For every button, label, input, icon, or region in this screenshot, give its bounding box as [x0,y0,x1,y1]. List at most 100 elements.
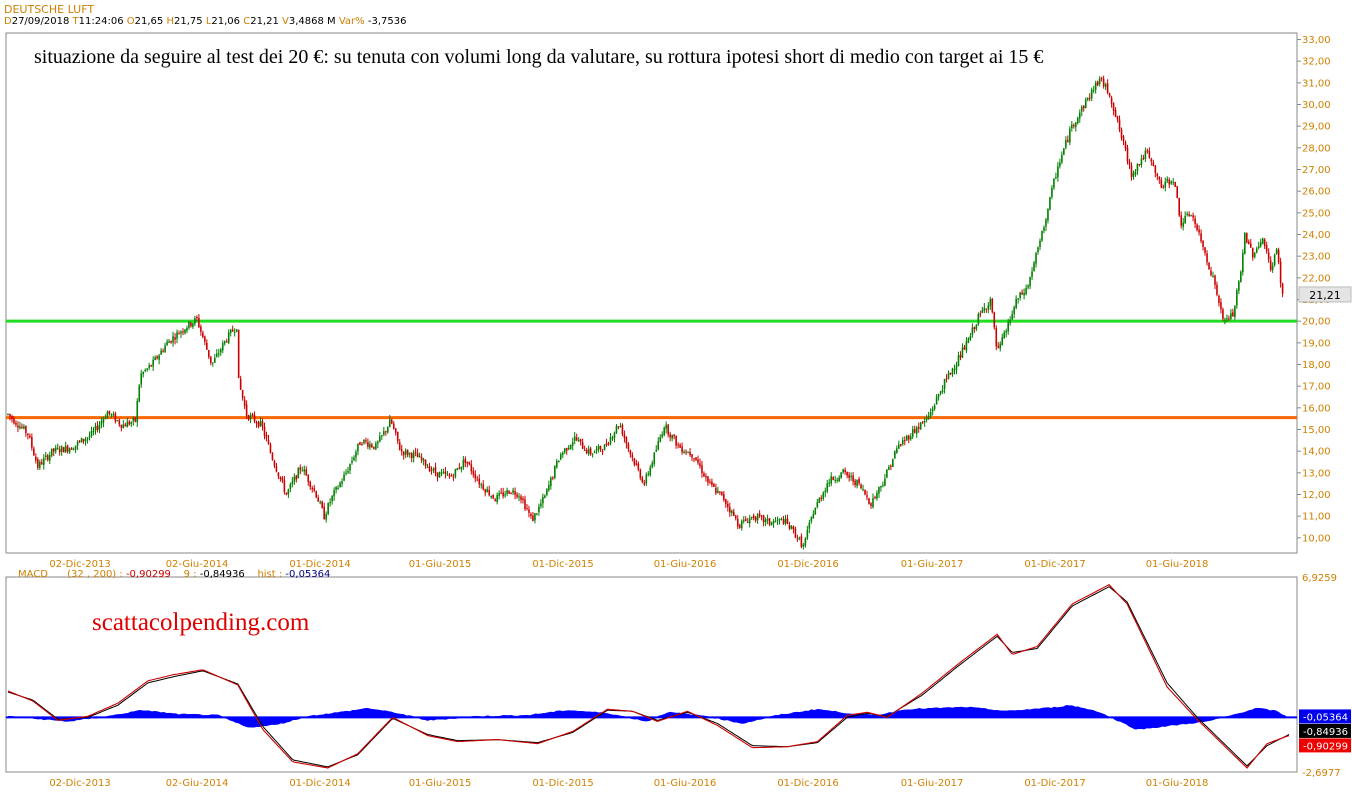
candle-up [1184,215,1186,223]
candle-down [315,491,318,498]
candle-down [31,437,33,448]
candle-up [655,449,658,452]
candle-up [235,329,238,332]
candle-up [798,537,801,539]
volume-value: 3,4868 M [288,16,336,27]
candle-up [116,420,119,422]
candle-down [868,498,870,504]
price-y-tick-label: 20,00 [1302,317,1331,328]
price-y-tick-label: 26,00 [1302,187,1331,198]
price-y-tick-label: 11,00 [1302,512,1331,523]
macd-x-tick-label: 02-Dic-2013 [49,778,110,789]
candle-down [1206,253,1208,263]
candle-down [705,476,707,478]
price-y-tick-label: 10,00 [1302,533,1331,544]
candle-up [597,445,600,450]
candle-down [13,418,15,424]
candle-up [223,340,226,344]
candle-up [518,496,520,498]
candle-down [1216,284,1218,295]
price-x-tick-label: 01-Dic-2014 [289,559,350,570]
price-x-tick-label: 02-Dic-2013 [49,559,110,570]
candle-down [677,444,679,446]
candle-up [1063,148,1065,155]
candle-down [995,327,998,347]
candle-down [641,477,644,483]
candle-down [792,526,795,530]
candle-up [363,439,365,444]
candle-up [1092,90,1095,92]
candle-up [850,476,852,478]
candle-up [756,514,759,521]
close-key: C [243,16,251,27]
candle-up [297,468,300,479]
candle-up [136,400,139,423]
candle-down [1130,165,1133,178]
candle-up [1059,162,1061,167]
candle-up [44,455,47,458]
macd-x-tick-label: 01-Giu-2015 [409,778,472,789]
price-y-tick-label: 29,00 [1302,122,1331,133]
macd-histogram [7,705,1290,730]
candle-up [818,498,821,503]
candle-down [848,474,850,478]
candle-down [37,459,39,468]
candle-down [482,484,485,490]
macd-label: MACD [18,569,48,580]
candle-down [900,443,902,446]
candle-up [569,445,572,449]
candle-down [729,507,731,513]
candle-up [1271,265,1274,270]
candle-up [1069,128,1071,143]
candle-up [1098,78,1101,85]
candle-up [142,371,145,375]
hist-key: hist : [257,569,283,580]
candle-up [894,451,896,459]
candle-up [989,299,992,307]
macd-readout: MACD (32 , 200) : -0,90299 9 : -0,84936 … [18,569,330,580]
candle-down [907,435,910,440]
candle-down [689,451,691,456]
candle-up [1019,292,1021,298]
candle-down [679,444,681,448]
candle-down [1102,78,1105,87]
candle-down [707,476,709,483]
candle-up [822,492,825,499]
candle-up [812,514,815,519]
last-price-marker: 21,21 [1298,286,1352,303]
candle-down [711,481,713,485]
candle-up [838,477,840,482]
candle-up [826,483,829,492]
ohlc-readout: D27/09/2018 T11:24:06 O21,65 H21,75 L21,… [4,16,406,27]
price-y-tick-label: 22,00 [1302,273,1331,284]
candle-down [46,455,49,460]
candle-up [558,460,560,463]
candle-down [514,491,516,495]
candle-up [227,332,230,343]
candle-down [758,513,761,516]
candle-down [1269,260,1272,270]
candle-up [540,503,542,507]
candle-down [734,515,737,519]
candle-up [388,419,391,428]
candle-up [544,495,546,498]
candle-up [876,492,878,499]
candle-down [402,451,405,456]
candle-down [488,489,491,496]
candle-up [1027,285,1029,288]
candle-down [237,329,240,379]
candle-up [249,415,252,420]
candle-up [911,429,914,437]
candle-down [444,471,447,474]
symbol-title: DEUTSCHE LUFT [4,3,95,16]
candle-up [1074,122,1077,128]
candle-up [567,447,570,450]
candle-up [1057,166,1059,178]
low-value: 21,06 [211,16,241,27]
candle-up [343,474,345,481]
candle-down [617,426,620,428]
candle-up [219,349,222,353]
candle-down [530,514,532,517]
candle-up [862,489,864,491]
candle-down [1160,179,1163,188]
